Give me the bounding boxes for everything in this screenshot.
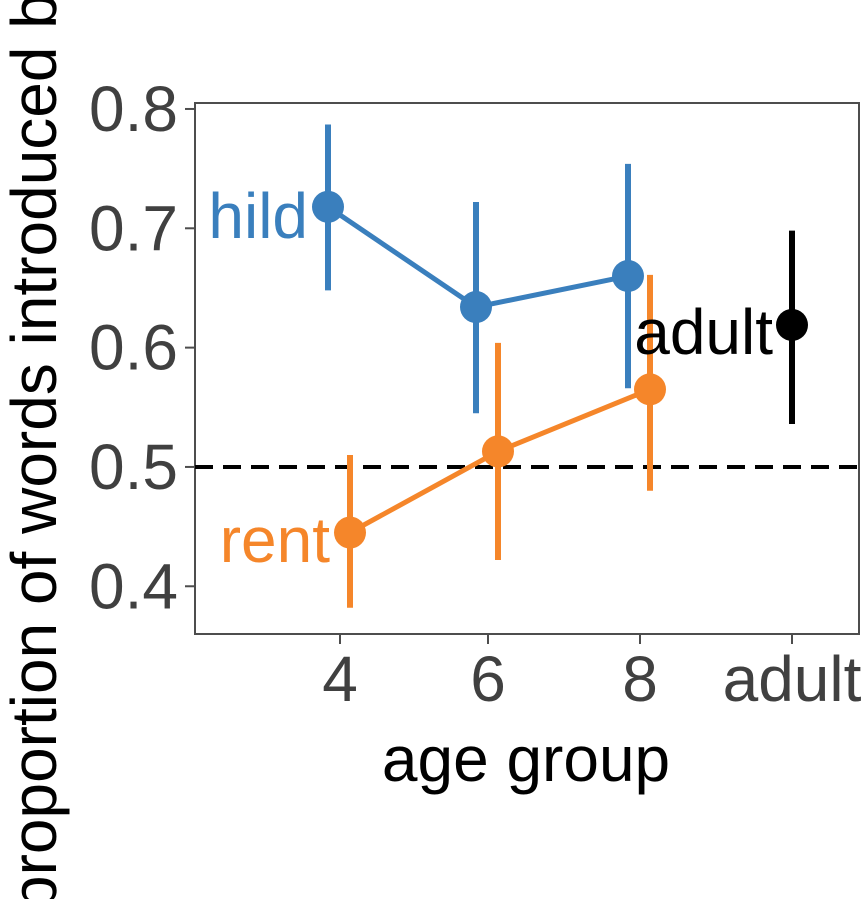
child-point — [312, 190, 344, 223]
parent-point — [334, 516, 366, 549]
child-point — [612, 260, 644, 293]
x-tick-label: adult — [723, 643, 862, 715]
x-tick-label: 4 — [322, 643, 358, 715]
adult-series-label: adult — [634, 296, 773, 368]
y-tick-label: 0.5 — [89, 431, 178, 503]
y-tick-label: 0.6 — [89, 312, 178, 384]
x-tick-label: 8 — [622, 643, 658, 715]
x-axis-title: age group — [382, 723, 670, 795]
x-tick-label: 6 — [470, 643, 506, 715]
y-tick-label: 0.7 — [89, 192, 178, 264]
child-series-label: hild — [208, 180, 308, 252]
plot-panel-border — [194, 102, 860, 635]
y-tick-label: 0.8 — [89, 73, 178, 145]
parent-series-label: rent — [220, 504, 331, 576]
y-tick-label: 0.4 — [89, 550, 178, 622]
child-point — [460, 291, 492, 324]
parent-point — [634, 373, 666, 406]
y-axis-title: proportion of words introduced by — [0, 0, 70, 899]
adult-point — [776, 308, 808, 341]
parent-point — [482, 435, 514, 468]
plot-area: 0.4 0.5 0.6 0.7 0.8 4 6 8 adult hild rent adult — [89, 73, 862, 715]
